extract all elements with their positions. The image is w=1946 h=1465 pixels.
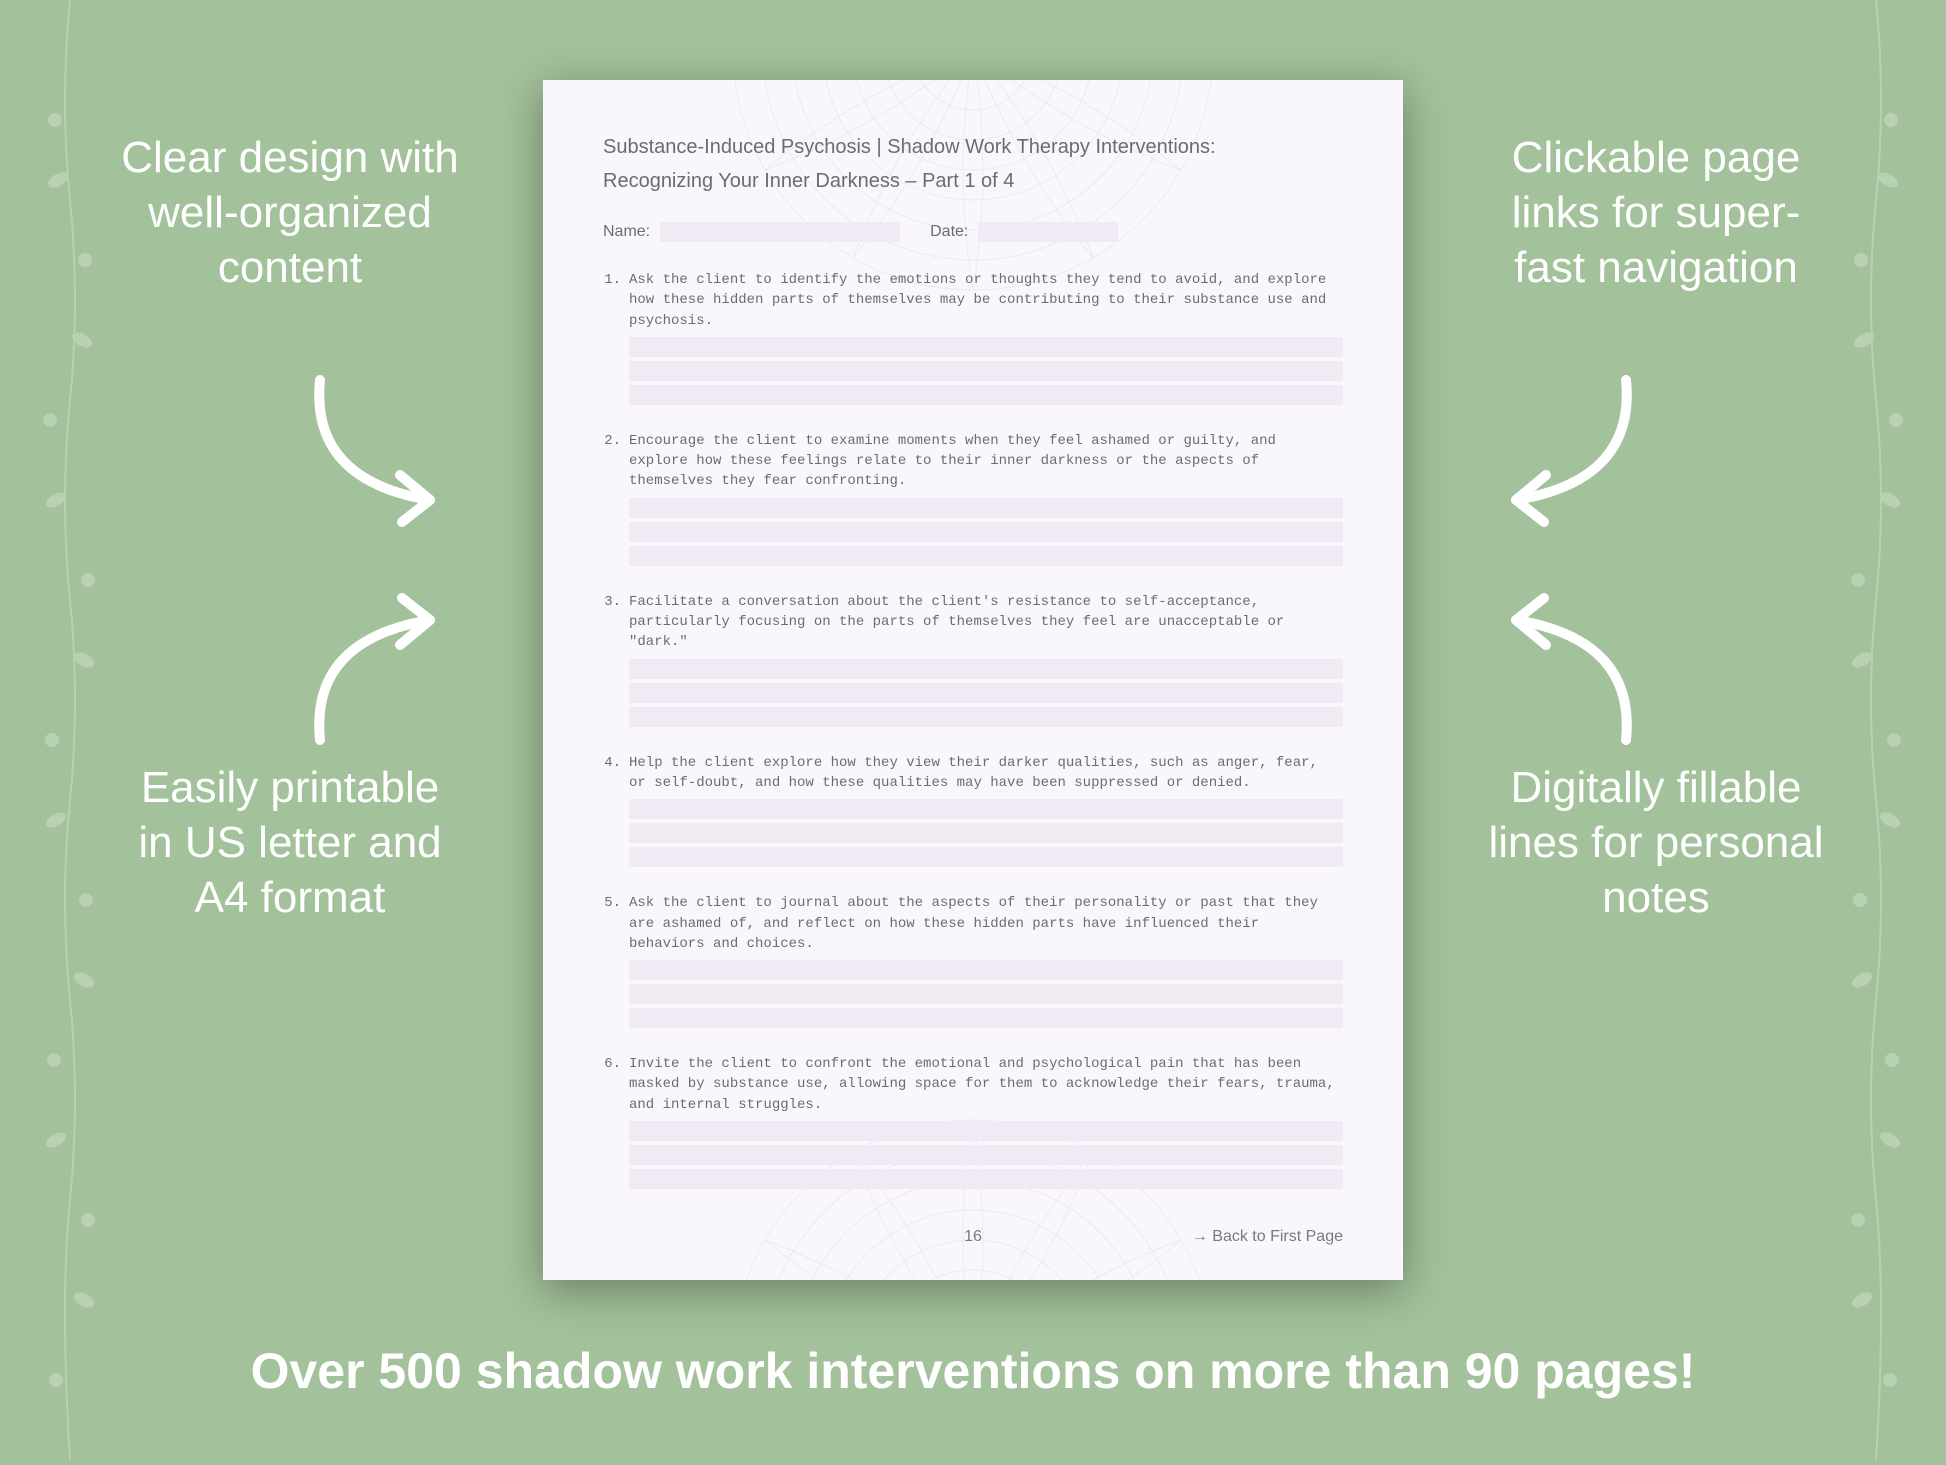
question-item: 1. Ask the client to identify the emotion… [603,270,1343,405]
answer-line[interactable] [629,1121,1343,1141]
document-title-line2: Recognizing Your Inner Darkness – Part 1… [603,170,1014,192]
answer-line[interactable] [629,659,1343,679]
question-number: 3. [603,592,621,612]
callout-bottom-right: Digitally fillable lines for personal no… [1486,760,1826,925]
arrow-icon [1486,590,1646,750]
back-to-first-page-link[interactable]: → Back to First Page [1192,1228,1343,1246]
callout-top-left: Clear design with well-organized content [120,130,460,295]
name-field: Name: [603,222,900,242]
answer-line[interactable] [629,1169,1343,1189]
answer-lines [629,799,1343,867]
arrow-icon [300,370,460,530]
answer-line[interactable] [629,799,1343,819]
arrow-icon [300,590,460,750]
question-text: Encourage the client to examine moments … [629,431,1343,492]
answer-line[interactable] [629,823,1343,843]
answer-line[interactable] [629,984,1343,1004]
question-number: 1. [603,270,621,290]
question-number: 6. [603,1054,621,1074]
arrow-icon [1486,370,1646,530]
answer-line[interactable] [629,847,1343,867]
question-item: 3. Facilitate a conversation about the cl… [603,592,1343,727]
answer-line[interactable] [629,337,1343,357]
answer-line[interactable] [629,960,1343,980]
question-text: Help the client explore how they view th… [629,753,1343,794]
answer-lines [629,659,1343,727]
answer-line[interactable] [629,522,1343,542]
answer-line[interactable] [629,707,1343,727]
question-item: 5. Ask the client to journal about the as… [603,893,1343,1028]
name-date-row: Name: Date: [603,222,1343,242]
answer-line[interactable] [629,683,1343,703]
question-number: 4. [603,753,621,773]
question-item: 2. Encourage the client to examine moment… [603,431,1343,566]
date-field: Date: [930,222,1118,242]
bottom-banner: Over 500 shadow work interventions on mo… [0,1342,1946,1400]
question-text: Ask the client to journal about the aspe… [629,893,1343,954]
question-number: 2. [603,431,621,451]
document-title: Substance-Induced Psychosis | Shadow Wor… [603,130,1343,198]
answer-line[interactable] [629,546,1343,566]
callout-bottom-left: Easily printable in US letter and A4 for… [120,760,460,925]
question-list: 1. Ask the client to identify the emotion… [603,270,1343,1189]
question-number: 5. [603,893,621,913]
answer-line[interactable] [629,385,1343,405]
decorative-vine-right [1816,0,1936,1460]
question-item: 4. Help the client explore how they view … [603,753,1343,868]
answer-line[interactable] [629,361,1343,381]
page-footer: 16 → Back to First Page [603,1228,1343,1246]
decorative-vine-left [10,0,130,1460]
date-input[interactable] [978,222,1118,242]
page-number: 16 [964,1228,982,1246]
question-text: Ask the client to identify the emotions … [629,270,1343,331]
question-item: 6. Invite the client to confront the emot… [603,1054,1343,1189]
name-label: Name: [603,223,650,241]
answer-line[interactable] [629,1008,1343,1028]
answer-lines [629,337,1343,405]
name-input[interactable] [660,222,900,242]
question-text: Facilitate a conversation about the clie… [629,592,1343,653]
question-text: Invite the client to confront the emotio… [629,1054,1343,1115]
date-label: Date: [930,223,968,241]
answer-line[interactable] [629,498,1343,518]
answer-line[interactable] [629,1145,1343,1165]
callout-top-right: Clickable page links for super-fast navi… [1486,130,1826,295]
document-title-line1: Substance-Induced Psychosis | Shadow Wor… [603,136,1216,158]
answer-lines [629,1121,1343,1189]
answer-lines [629,498,1343,566]
worksheet-page: Substance-Induced Psychosis | Shadow Wor… [543,80,1403,1280]
answer-lines [629,960,1343,1028]
